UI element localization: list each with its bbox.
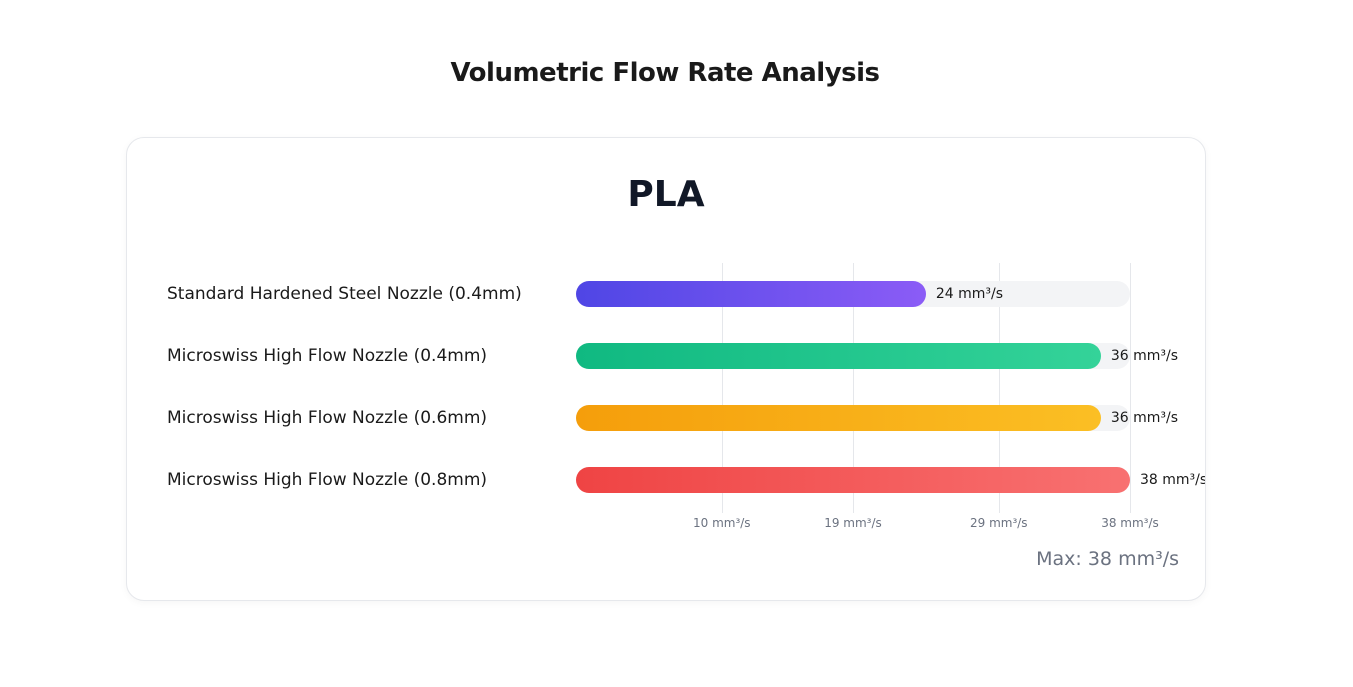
page-title: Volumetric Flow Rate Analysis: [450, 58, 880, 88]
bar[interactable]: [576, 281, 926, 307]
grid-line: [999, 263, 1000, 513]
tick-label: 10 mm³/s: [692, 516, 751, 530]
category-label: Microswiss High Flow Nozzle (0.8mm): [167, 470, 488, 490]
max-value-label: Max: 38 mm³/s: [1036, 548, 1179, 570]
chart-card: PLA Max: 38 mm³/s Standard Hardened Stee…: [126, 137, 1206, 601]
value-label: 36 mm³/s: [1110, 348, 1178, 364]
bar[interactable]: [576, 405, 1101, 431]
tick-label: 19 mm³/s: [824, 516, 882, 530]
value-label: 38 mm³/s: [1140, 472, 1206, 488]
value-label: 24 mm³/s: [935, 286, 1004, 302]
tick-label: 38 mm³/s: [1101, 516, 1159, 530]
tick-label: 29 mm³/s: [969, 516, 1028, 530]
grid-line: [1130, 263, 1131, 513]
category-label: Microswiss High Flow Nozzle (0.6mm): [167, 408, 488, 428]
grid-line: [722, 263, 723, 513]
category-label: Microswiss High Flow Nozzle (0.4mm): [167, 346, 488, 366]
grid-line: [853, 263, 854, 513]
chart-title: PLA: [627, 174, 705, 215]
category-label: Standard Hardened Steel Nozzle (0.4mm): [167, 284, 522, 304]
bar[interactable]: [576, 343, 1101, 369]
bar[interactable]: [576, 467, 1130, 493]
value-label: 36 mm³/s: [1110, 410, 1178, 426]
